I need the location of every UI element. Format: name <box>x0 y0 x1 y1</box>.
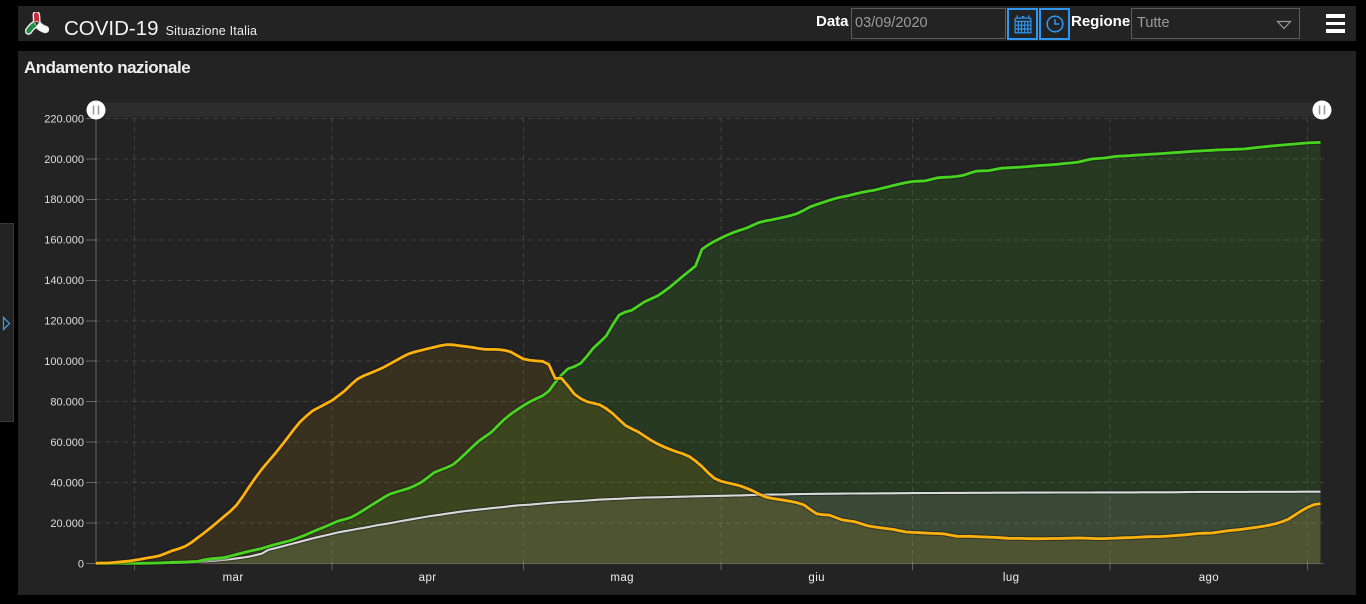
svg-text:140.000: 140.000 <box>44 275 84 287</box>
svg-text:180.000: 180.000 <box>44 194 84 206</box>
svg-text:mag: mag <box>610 572 634 584</box>
svg-text:ago: ago <box>1199 572 1219 584</box>
svg-text:160.000: 160.000 <box>44 235 84 247</box>
svg-text:80.000: 80.000 <box>50 397 84 409</box>
svg-text:100.000: 100.000 <box>44 356 84 368</box>
svg-text:60.000: 60.000 <box>50 437 84 449</box>
svg-text:giu: giu <box>808 572 825 584</box>
svg-text:40.000: 40.000 <box>50 477 84 489</box>
svg-text:lug: lug <box>1003 572 1020 584</box>
svg-text:20.000: 20.000 <box>50 518 84 530</box>
svg-text:apr: apr <box>419 572 437 584</box>
svg-text:200.000: 200.000 <box>44 154 84 166</box>
svg-text:120.000: 120.000 <box>44 316 84 328</box>
svg-text:mar: mar <box>223 572 244 584</box>
svg-text:220.000: 220.000 <box>44 113 84 125</box>
svg-text:0: 0 <box>78 558 84 570</box>
